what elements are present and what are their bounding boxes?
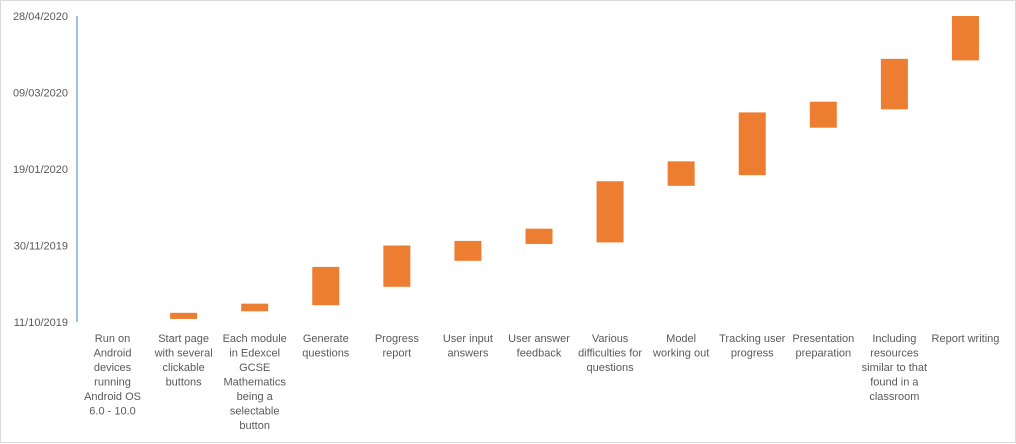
x-category-label: Start page with several clickable buttons bbox=[154, 333, 213, 389]
bar bbox=[170, 312, 198, 319]
x-category-label: Report writing bbox=[932, 333, 1000, 345]
bar bbox=[809, 101, 837, 128]
x-category-label: Including resources similar to that found i… bbox=[862, 333, 927, 403]
bars bbox=[170, 16, 979, 319]
x-category-label: Generate questions bbox=[302, 333, 350, 360]
y-tick-label: 09/03/2020 bbox=[13, 88, 68, 100]
x-category-label: User input answers bbox=[443, 333, 493, 360]
bar bbox=[880, 58, 908, 110]
y-tick-label: 30/11/2019 bbox=[14, 241, 68, 253]
y-axis: 11/10/2019 30/11/2019 19/01/2020 09/03/2020… bbox=[13, 11, 78, 329]
x-category-label: Progress report bbox=[375, 333, 420, 360]
bar bbox=[383, 245, 411, 287]
bar bbox=[525, 228, 553, 244]
y-tick-label: 28/04/2020 bbox=[13, 11, 68, 23]
x-category-label: Run on Android devices running Android OS 6.0… bbox=[84, 333, 141, 418]
bar bbox=[596, 181, 624, 243]
x-category-label: Various difficulties for questions bbox=[578, 333, 642, 374]
x-category-label: Presentation preparation bbox=[792, 333, 854, 360]
bar bbox=[454, 240, 482, 261]
bar bbox=[667, 161, 695, 186]
bar bbox=[738, 112, 766, 176]
y-tick-label: 11/10/2019 bbox=[14, 317, 68, 329]
y-tick-label: 19/01/2020 bbox=[13, 164, 68, 176]
x-category-label: Each module in Edexcel GCSE Mathematics bein… bbox=[223, 333, 287, 432]
x-category-label: Model working out bbox=[652, 333, 709, 360]
bar bbox=[951, 16, 979, 61]
x-axis-labels: Run on Android devices running Android OS 6.0… bbox=[84, 333, 999, 432]
x-category-label: Tracking user progress bbox=[719, 333, 786, 360]
bar bbox=[312, 266, 340, 306]
x-category-label: User answer feedback bbox=[508, 333, 570, 360]
bar bbox=[241, 303, 269, 312]
